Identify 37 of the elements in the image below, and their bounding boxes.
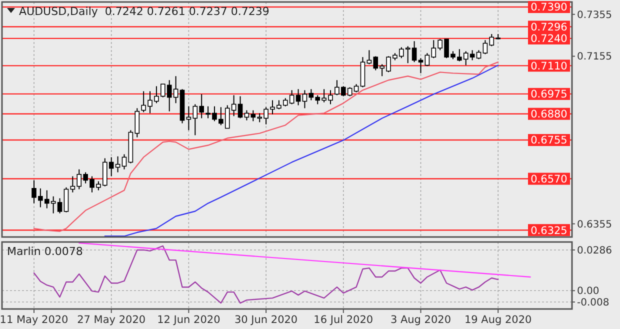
ref-line-label: 0.6975 bbox=[530, 88, 568, 101]
candlestick bbox=[476, 50, 482, 60]
y-tick-label: 0.7355 bbox=[577, 10, 612, 21]
candlestick bbox=[238, 96, 243, 119]
candlestick bbox=[482, 40, 488, 55]
ref-line-label: 0.7240 bbox=[530, 33, 568, 46]
x-tick-label: 16 Jul 2020 bbox=[314, 314, 374, 326]
ref-line-label: 0.6880 bbox=[530, 108, 568, 121]
ref-line-label: 0.6570 bbox=[530, 173, 568, 186]
line-series bbox=[104, 64, 499, 237]
chart-title: Marlin 0.0078 bbox=[7, 245, 83, 258]
candlestick bbox=[115, 156, 120, 173]
x-tick-label: 27 May 2020 bbox=[77, 314, 146, 326]
y-tick-label: 0.0286 bbox=[577, 245, 612, 256]
x-tick-label: 3 Aug 2020 bbox=[390, 314, 452, 326]
candlestick bbox=[418, 58, 424, 74]
y-tick-label: 0.6355 bbox=[577, 219, 612, 230]
y-tick-label: 0.7155 bbox=[577, 52, 612, 63]
candlestick bbox=[64, 186, 69, 213]
y-tick-label: -0.008 bbox=[577, 298, 610, 309]
ref-line-label: 0.7390 bbox=[530, 2, 568, 14]
ref-line-label: 0.7296 bbox=[530, 21, 568, 34]
x-tick-label: 19 Aug 2020 bbox=[464, 314, 532, 326]
candlestick bbox=[302, 90, 308, 109]
candlestick bbox=[296, 88, 301, 106]
candlestick bbox=[57, 198, 62, 214]
x-tick-label: 30 Jun 2020 bbox=[234, 314, 298, 326]
x-tick-label: 11 May 2020 bbox=[0, 314, 68, 326]
candlestick bbox=[244, 110, 250, 121]
ref-line-label: 0.6325 bbox=[530, 224, 568, 237]
line-series bbox=[33, 62, 499, 232]
y-tick-label: 0.00 bbox=[577, 286, 600, 298]
ref-line-label: 0.6755 bbox=[530, 134, 568, 147]
ref-line-label: 0.7110 bbox=[530, 60, 568, 72]
candlestick bbox=[122, 154, 127, 170]
x-tick-label: 12 Jun 2020 bbox=[157, 314, 220, 326]
chart-title: AUDUSD,Daily 0.7242 0.7261 0.7237 0.7239 bbox=[19, 5, 270, 18]
